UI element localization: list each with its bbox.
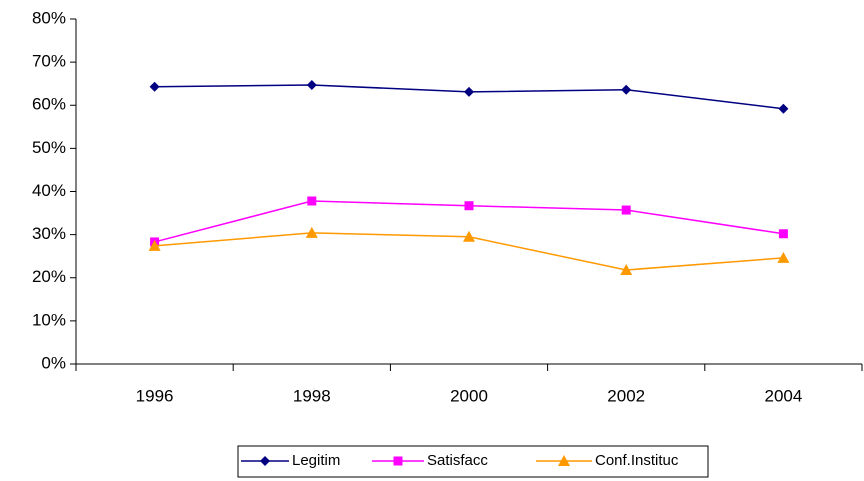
y-tick-label: 30% (32, 224, 66, 243)
y-tick-label: 60% (32, 95, 66, 114)
legend-label: Legitim (292, 452, 340, 469)
marker (464, 201, 474, 211)
y-tick-label: 10% (32, 310, 66, 329)
marker (778, 229, 788, 239)
y-tick-label: 40% (32, 181, 66, 200)
marker (463, 230, 475, 242)
marker (464, 86, 474, 97)
legend-label: Satisfacc (427, 452, 488, 469)
x-tick-label: 2002 (607, 386, 645, 405)
y-tick-label: 80% (32, 8, 66, 27)
marker (621, 84, 632, 95)
y-tick-label: 0% (41, 353, 66, 372)
marker (306, 79, 317, 90)
x-tick-label: 1996 (136, 386, 174, 405)
marker (777, 251, 790, 263)
legend-label: Conf.Instituc (595, 452, 679, 469)
x-tick-label: 1998 (293, 386, 331, 405)
legend-box (237, 445, 709, 478)
y-tick-label: 50% (32, 138, 66, 157)
y-tick-label: 20% (32, 267, 66, 286)
marker (621, 205, 631, 215)
legend-marker (393, 456, 403, 466)
marker (305, 226, 318, 238)
y-tick-label: 70% (32, 52, 66, 71)
x-tick-label: 2004 (764, 386, 802, 405)
marker (148, 239, 161, 251)
x-tick-label: 2000 (450, 386, 488, 405)
marker (149, 81, 160, 92)
marker (620, 263, 633, 275)
legend-marker (260, 456, 270, 466)
marker (307, 196, 317, 206)
legend-marker (558, 455, 570, 466)
marker (778, 103, 789, 114)
